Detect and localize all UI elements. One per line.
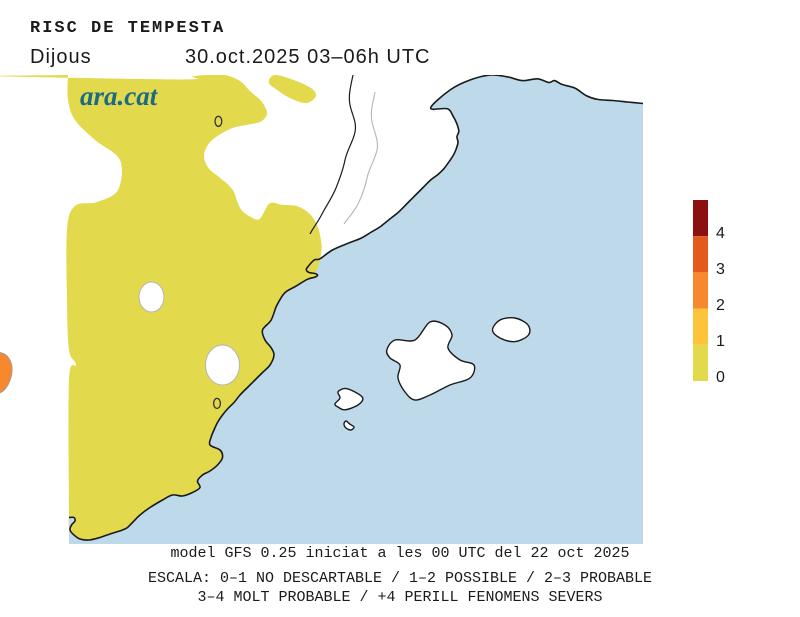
- svg-text:0: 0: [716, 369, 725, 386]
- svg-text:3–4 MOLT PROBABLE / +4 PERILL: 3–4 MOLT PROBABLE / +4 PERILL FENOMENS S…: [197, 589, 602, 606]
- svg-text:ara.cat: ara.cat: [80, 81, 159, 111]
- svg-text:4: 4: [716, 225, 725, 242]
- svg-text:2: 2: [716, 297, 725, 314]
- svg-text:Dijous: Dijous: [30, 46, 92, 68]
- svg-text:1: 1: [716, 333, 725, 350]
- svg-text:RISC DE TEMPESTA: RISC DE TEMPESTA: [30, 19, 225, 38]
- svg-text:3: 3: [716, 261, 725, 278]
- svg-text:model GFS 0.25 iniciat a les 0: model GFS 0.25 iniciat a les 00 UTC del …: [170, 545, 629, 562]
- svg-text:30.oct.2025 03–06h UTC: 30.oct.2025 03–06h UTC: [185, 46, 431, 68]
- svg-text:ESCALA: 0–1 NO DESCARTABLE / 1: ESCALA: 0–1 NO DESCARTABLE / 1–2 POSSIBL…: [148, 570, 652, 587]
